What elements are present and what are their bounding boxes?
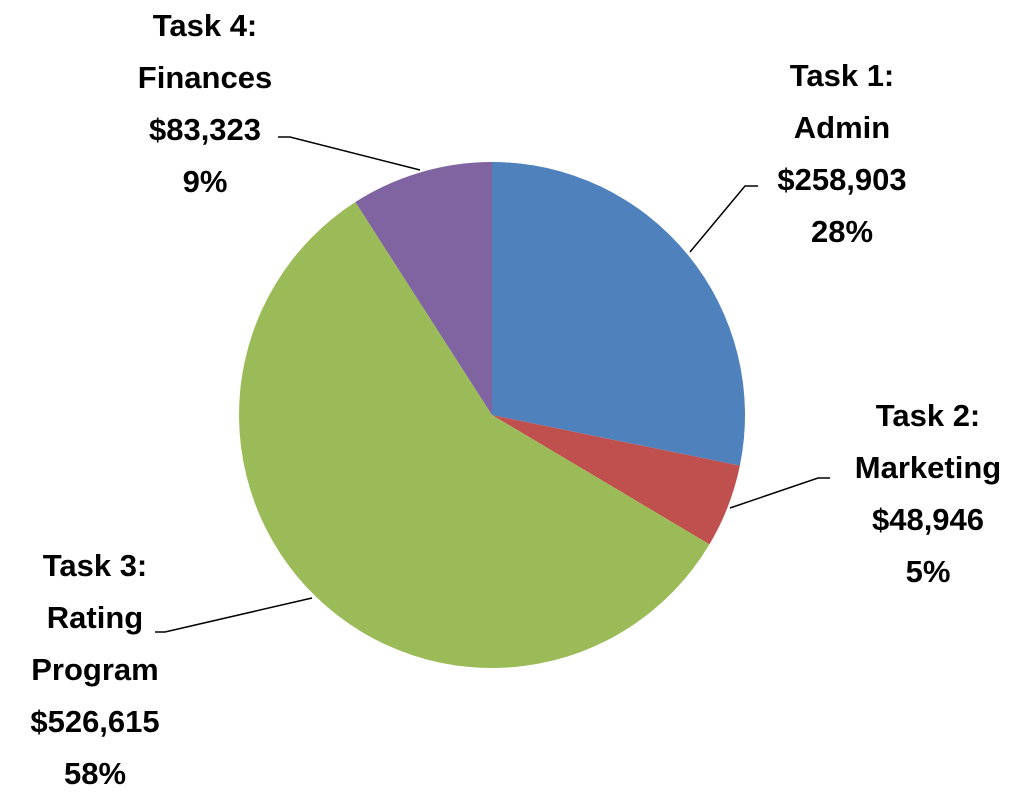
- data-label: Task 1: Admin $258,903 28%: [752, 50, 932, 258]
- pie-slice: [492, 415, 740, 545]
- leader-line: [729, 477, 830, 509]
- category-label: Task 3: Rating Program: [31, 548, 159, 687]
- leader-line: [155, 597, 313, 633]
- value-label: $83,323: [148, 112, 262, 147]
- leader-line: [689, 185, 758, 253]
- percent-label: 58%: [63, 756, 127, 791]
- pie-slice: [239, 202, 710, 669]
- category-label: Task 2: Marketing: [854, 398, 1002, 485]
- percent-label: 5%: [905, 554, 951, 589]
- percent-label: 28%: [810, 214, 874, 249]
- value-label: $526,615: [30, 704, 160, 739]
- value-label: $258,903: [777, 162, 907, 197]
- category-label: Task 1: Admin: [789, 58, 895, 145]
- pie-slice: [355, 162, 492, 415]
- data-label: Task 2: Marketing $48,946 5%: [833, 390, 1023, 598]
- pie-slice: [492, 162, 745, 466]
- data-label: Task 4: Finances $83,323 9%: [105, 0, 305, 208]
- value-label: $48,946: [871, 502, 985, 537]
- percent-label: 9%: [182, 164, 228, 199]
- data-label: Task 3: Rating Program $526,615 58%: [0, 540, 190, 800]
- leader-line: [278, 136, 421, 171]
- category-label: Task 4: Finances: [137, 8, 273, 95]
